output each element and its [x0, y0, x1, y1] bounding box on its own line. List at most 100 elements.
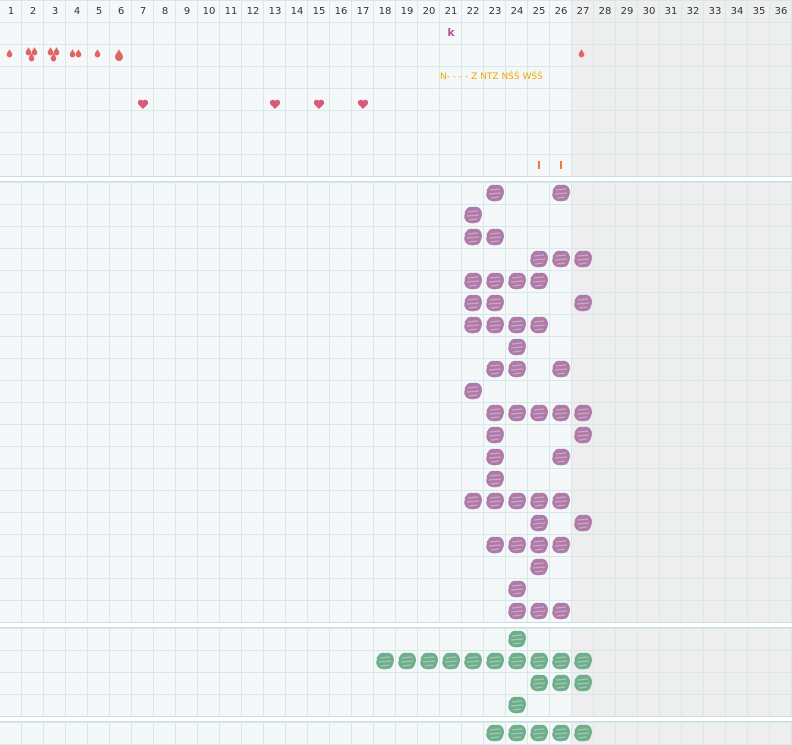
heart-icon[interactable] [352, 93, 374, 115]
green-observation-mark[interactable] [396, 650, 418, 672]
purple-observation-mark[interactable] [506, 402, 528, 424]
purple-observation-mark[interactable] [506, 358, 528, 380]
purple-observation-mark[interactable] [462, 270, 484, 292]
day-column [88, 0, 110, 745]
purple-observation-mark[interactable] [506, 600, 528, 622]
purple-observation-mark[interactable] [506, 336, 528, 358]
purple-observation-mark[interactable] [528, 512, 550, 534]
purple-observation-mark[interactable] [550, 358, 572, 380]
purple-observation-mark[interactable] [528, 270, 550, 292]
purple-observation-mark[interactable] [484, 402, 506, 424]
purple-observation-mark[interactable] [484, 534, 506, 556]
purple-observation-mark[interactable] [484, 314, 506, 336]
green-observation-mark[interactable] [572, 650, 594, 672]
heart-icon[interactable] [308, 93, 330, 115]
purple-observation-mark[interactable] [572, 512, 594, 534]
green-observation-mark[interactable] [572, 722, 594, 744]
purple-observation-mark[interactable] [572, 248, 594, 270]
green-observation-mark[interactable] [528, 650, 550, 672]
purple-observation-mark[interactable] [484, 270, 506, 292]
purple-observation-mark[interactable] [462, 314, 484, 336]
purple-observation-mark[interactable] [506, 490, 528, 512]
green-observation-mark[interactable] [550, 722, 572, 744]
bleeding-drop-icon[interactable] [110, 44, 132, 66]
purple-observation-mark[interactable] [462, 226, 484, 248]
purple-observation-mark[interactable] [484, 468, 506, 490]
purple-observation-mark[interactable] [484, 226, 506, 248]
purple-observation-mark[interactable] [528, 490, 550, 512]
section-separator [0, 176, 792, 182]
bleeding-drop-icon[interactable] [22, 44, 44, 66]
tick-mark[interactable] [550, 154, 572, 176]
bleeding-drop-icon[interactable] [88, 44, 110, 66]
green-observation-mark[interactable] [484, 650, 506, 672]
purple-observation-mark[interactable] [550, 600, 572, 622]
purple-observation-mark[interactable] [462, 204, 484, 226]
green-observation-mark[interactable] [506, 650, 528, 672]
purple-observation-mark[interactable] [462, 380, 484, 402]
day-column [264, 0, 286, 745]
grid-line [329, 0, 330, 745]
day-number: 19 [400, 6, 414, 17]
purple-observation-mark[interactable] [484, 358, 506, 380]
purple-observation-mark[interactable] [462, 292, 484, 314]
purple-observation-mark[interactable] [550, 446, 572, 468]
purple-observation-mark[interactable] [550, 248, 572, 270]
grid-line [0, 66, 792, 67]
purple-observation-mark[interactable] [528, 534, 550, 556]
purple-observation-mark[interactable] [550, 490, 572, 512]
grid-line [0, 204, 792, 205]
purple-observation-mark[interactable] [506, 314, 528, 336]
green-observation-mark[interactable] [484, 722, 506, 744]
day-column [770, 0, 792, 745]
heart-icon[interactable] [264, 93, 286, 115]
day-column [418, 0, 440, 745]
grid-line [0, 628, 792, 629]
purple-observation-mark[interactable] [550, 534, 572, 556]
purple-observation-mark[interactable] [528, 600, 550, 622]
purple-observation-mark[interactable] [462, 490, 484, 512]
green-observation-mark[interactable] [528, 672, 550, 694]
bleeding-drop-icon[interactable] [572, 44, 594, 66]
purple-observation-mark[interactable] [572, 292, 594, 314]
grid-line [439, 0, 440, 745]
purple-observation-mark[interactable] [572, 402, 594, 424]
purple-observation-mark[interactable] [484, 292, 506, 314]
tick-mark[interactable] [528, 154, 550, 176]
green-observation-mark[interactable] [572, 672, 594, 694]
row1-letter: k [447, 26, 455, 39]
purple-observation-mark[interactable] [484, 182, 506, 204]
green-observation-mark[interactable] [374, 650, 396, 672]
green-observation-mark[interactable] [550, 672, 572, 694]
green-observation-mark[interactable] [528, 722, 550, 744]
green-observation-mark[interactable] [506, 628, 528, 650]
purple-observation-mark[interactable] [484, 446, 506, 468]
grid-line [65, 0, 66, 745]
purple-observation-mark[interactable] [506, 578, 528, 600]
heart-icon[interactable] [132, 93, 154, 115]
green-observation-mark[interactable] [418, 650, 440, 672]
bleeding-drop-icon[interactable] [0, 44, 22, 66]
purple-observation-mark[interactable] [528, 556, 550, 578]
purple-observation-mark[interactable] [528, 402, 550, 424]
day-column [44, 0, 66, 745]
purple-observation-mark[interactable] [484, 490, 506, 512]
grid-line [681, 0, 682, 745]
purple-observation-mark[interactable] [528, 314, 550, 336]
purple-observation-mark[interactable] [572, 424, 594, 446]
purple-observation-mark[interactable] [550, 402, 572, 424]
purple-observation-mark[interactable] [506, 270, 528, 292]
purple-observation-mark[interactable] [484, 424, 506, 446]
day-column [572, 0, 594, 745]
day-number: 1 [7, 6, 15, 17]
bleeding-drop-icon[interactable] [44, 44, 66, 66]
bleeding-drop-icon[interactable] [66, 44, 88, 66]
purple-observation-mark[interactable] [506, 534, 528, 556]
green-observation-mark[interactable] [550, 650, 572, 672]
purple-observation-mark[interactable] [528, 248, 550, 270]
green-observation-mark[interactable] [506, 722, 528, 744]
purple-observation-mark[interactable] [550, 182, 572, 204]
green-observation-mark[interactable] [440, 650, 462, 672]
green-observation-mark[interactable] [506, 694, 528, 716]
green-observation-mark[interactable] [462, 650, 484, 672]
